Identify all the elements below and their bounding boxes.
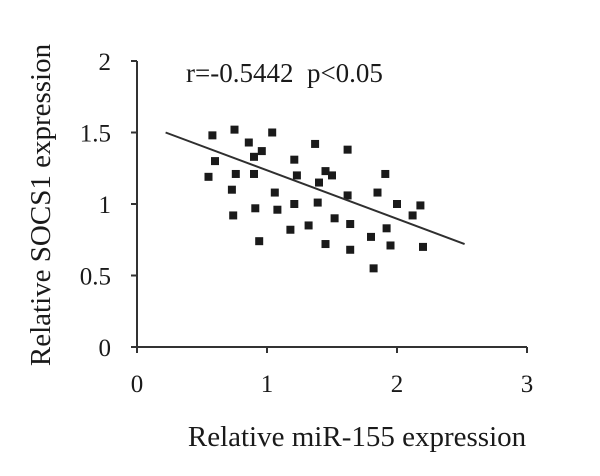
y-tick-label: 1.5	[80, 121, 111, 148]
data-point	[255, 237, 264, 246]
y-tick-label: 1	[99, 192, 112, 219]
data-point	[346, 245, 355, 254]
axes	[136, 61, 527, 348]
data-point	[381, 169, 390, 178]
y-tick-label: 0	[99, 335, 112, 362]
data-point	[268, 128, 277, 137]
data-point	[369, 264, 378, 273]
y-axis-title: Relative SOCS1 expression	[25, 43, 57, 366]
data-point	[346, 220, 355, 229]
data-point	[393, 200, 401, 208]
data-point	[208, 131, 217, 140]
data-point	[250, 169, 258, 178]
x-axis-title: Relative miR-155 expression	[188, 421, 527, 453]
data-point	[343, 191, 352, 200]
data-point	[321, 167, 330, 176]
trendline	[165, 131, 465, 245]
data-point	[227, 185, 236, 194]
correlation-annotation: r=-0.5442 p<0.05	[186, 58, 383, 88]
data-point	[315, 178, 323, 187]
x-tick-label: 1	[261, 371, 274, 398]
data-point	[270, 188, 279, 197]
data-point	[321, 240, 330, 249]
data-point	[204, 172, 213, 181]
data-point	[230, 125, 239, 134]
data-point	[257, 147, 266, 156]
data-point	[386, 241, 395, 250]
data-point	[313, 198, 322, 207]
data-point	[408, 211, 417, 220]
data-point	[231, 169, 240, 178]
x-tick-label: 0	[131, 371, 144, 398]
data-point	[250, 152, 258, 161]
data-point	[229, 211, 238, 220]
data-point	[330, 214, 339, 223]
data-point	[290, 155, 299, 164]
data-point	[373, 188, 382, 197]
data-point	[416, 201, 425, 210]
data-point	[311, 139, 320, 148]
tick-labels: 0 1 2 3 0 0.5 1 1.5 2	[80, 49, 534, 398]
data-point	[251, 204, 260, 213]
data-point	[290, 200, 299, 208]
data-point	[304, 221, 313, 230]
x-tick-label: 3	[521, 371, 534, 398]
y-tick-label: 0.5	[80, 264, 111, 291]
data-point	[328, 171, 336, 180]
data-point	[367, 232, 375, 241]
data-point	[419, 242, 427, 251]
x-tick-label: 2	[391, 371, 404, 398]
trendline-group	[165, 131, 465, 245]
data-point	[286, 225, 295, 234]
y-tick-label: 2	[99, 49, 112, 76]
data-point	[382, 224, 391, 233]
data-point	[244, 138, 253, 147]
data-points	[204, 125, 427, 273]
tick-marks	[131, 60, 528, 353]
data-point	[343, 145, 352, 154]
data-point	[211, 157, 219, 166]
data-point	[273, 205, 282, 214]
data-point	[292, 171, 301, 180]
